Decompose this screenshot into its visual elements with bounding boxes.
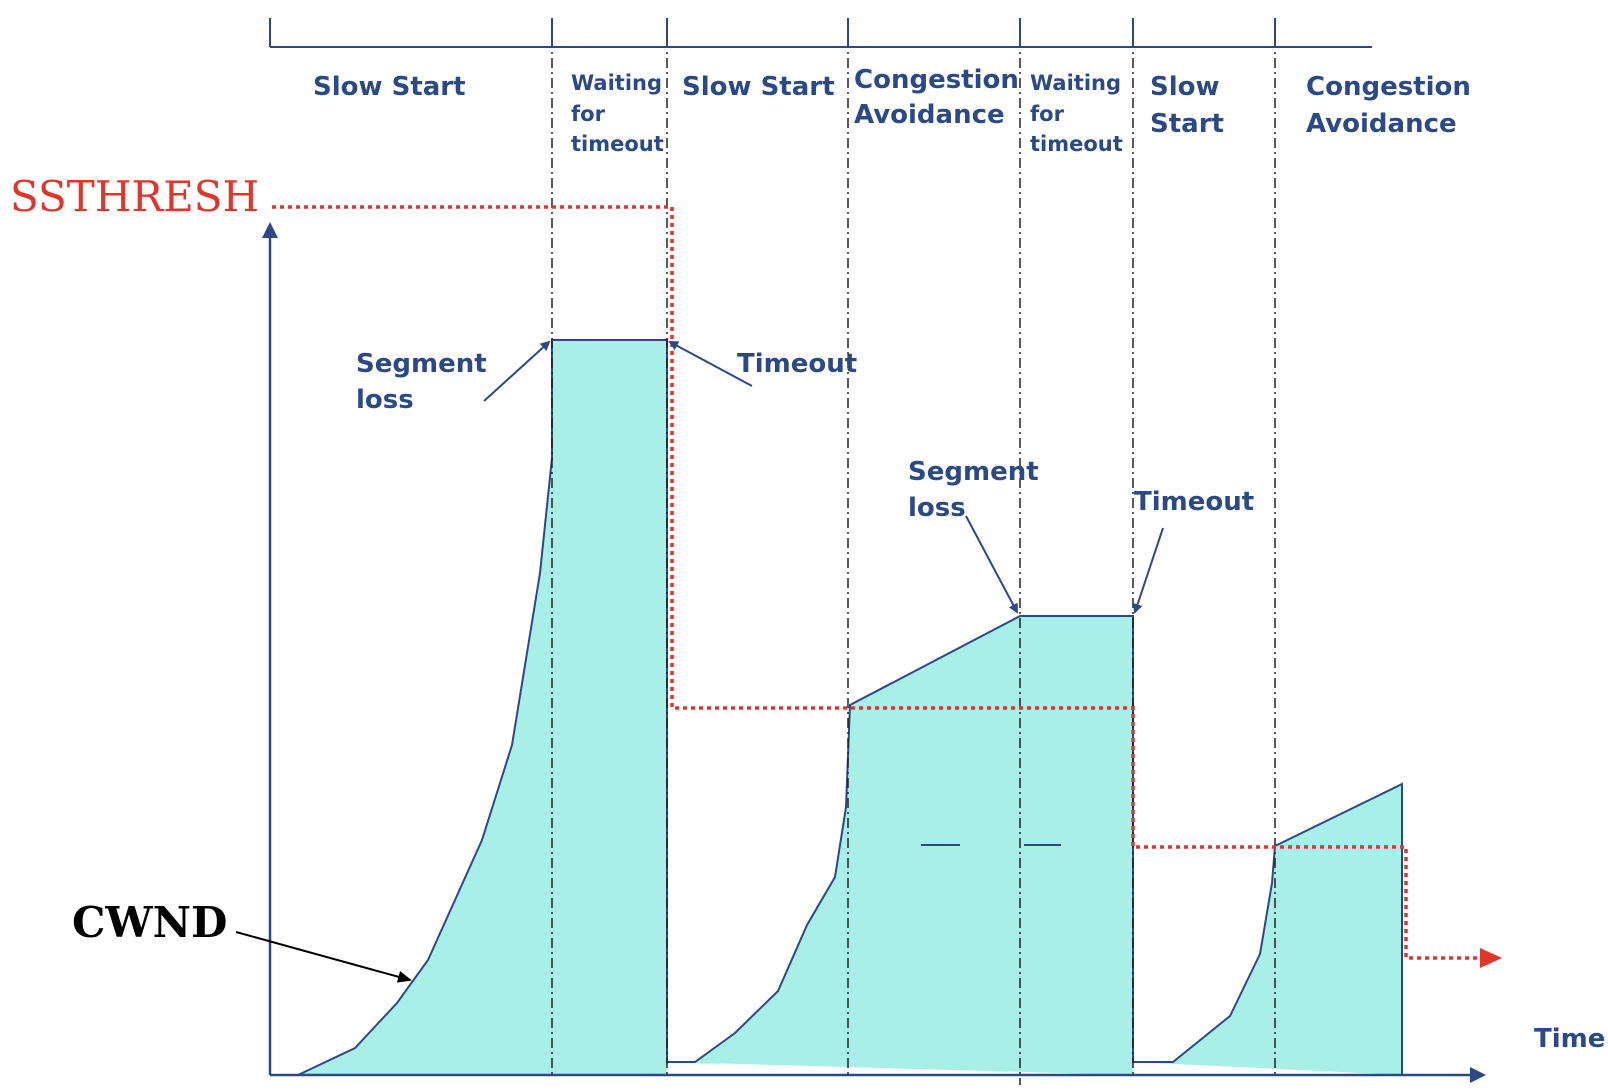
- timeout-2-label: Timeout: [1134, 487, 1254, 517]
- phase-bar: [269, 18, 1372, 48]
- ssthresh-arrowhead: [1480, 948, 1502, 968]
- segment-loss-1-label: Segment loss: [356, 349, 496, 415]
- phase-label-congestion-avoidance-1: Congestion Avoidance: [854, 65, 1028, 130]
- cwnd-label-arrow: [235, 931, 412, 983]
- phase-label-waiting-2: Waiting for timeout: [1030, 71, 1128, 156]
- phase-label-waiting-1: Waiting for timeout: [571, 71, 669, 156]
- segment-loss-1-arrow: [483, 340, 551, 402]
- timeout-1-arrow: [668, 341, 753, 387]
- phase-label-congestion-avoidance-2: Congestion Avoidance: [1306, 72, 1480, 139]
- ssthresh-label: SSTHRESH: [10, 172, 259, 221]
- phase-label-slow-start-3: Slow Start: [1150, 72, 1229, 139]
- cwnd-curve: [297, 339, 1403, 1076]
- segment-loss-2-arrow: [965, 515, 1018, 614]
- y-axis-arrowhead: [262, 222, 278, 238]
- timeout-1-label: Timeout: [737, 349, 857, 379]
- segment-loss-2-label: Segment loss: [908, 457, 1048, 523]
- timeout-2-arrow: [1132, 527, 1164, 614]
- time-axis-label: Time: [1534, 1024, 1605, 1054]
- x-axis-arrowhead: [1470, 1067, 1486, 1083]
- cwnd-label: CWND: [72, 898, 227, 947]
- ssthresh-line: [272, 205, 1490, 960]
- phase-label-slow-start-1: Slow Start: [313, 72, 466, 102]
- phase-dividers: [551, 18, 1276, 1085]
- phase-label-slow-start-2: Slow Start: [682, 72, 835, 102]
